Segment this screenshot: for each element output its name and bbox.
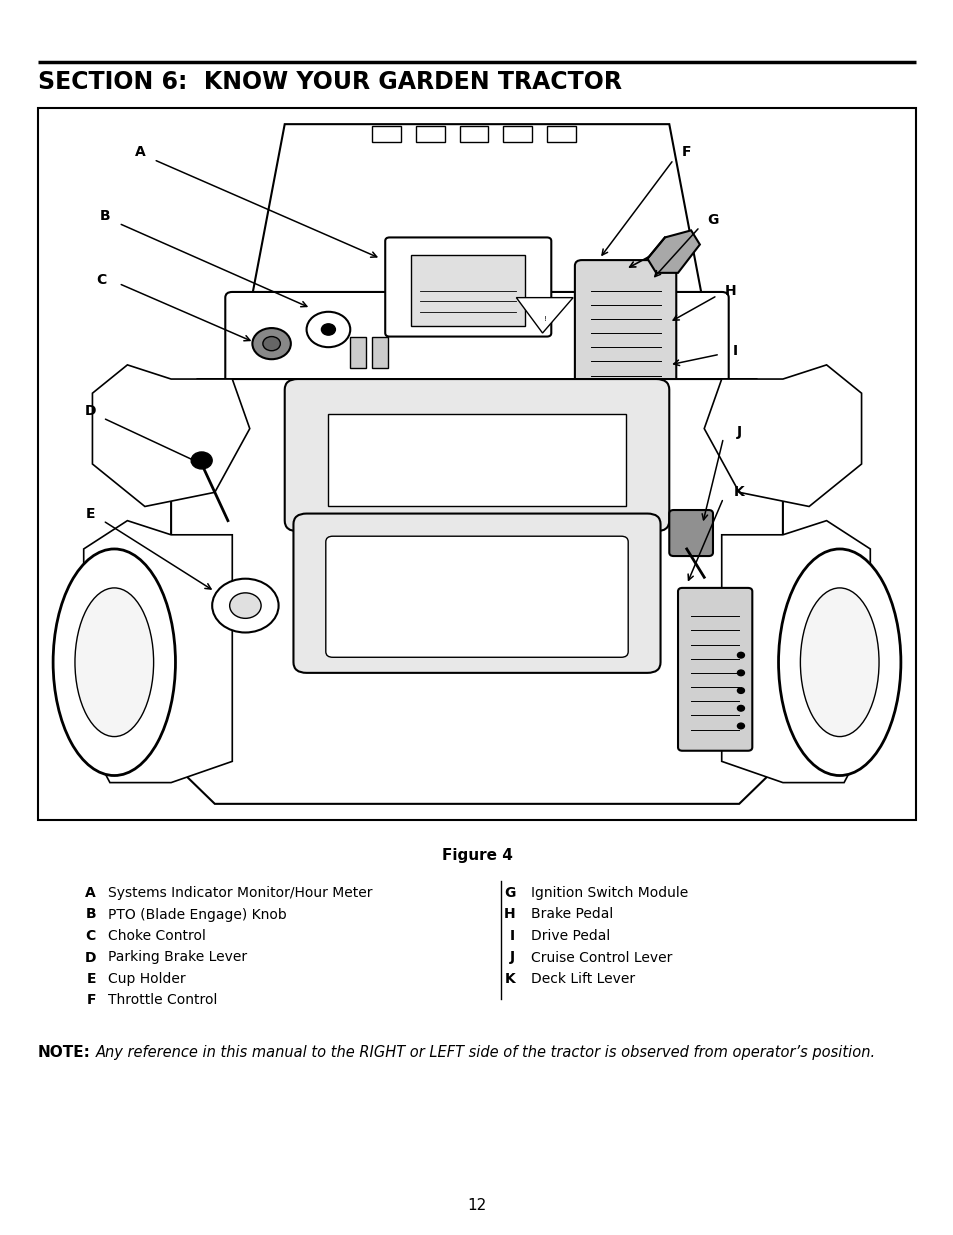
Text: E: E xyxy=(86,506,95,521)
Circle shape xyxy=(263,337,280,351)
Text: Figure 4: Figure 4 xyxy=(441,848,512,863)
Circle shape xyxy=(737,688,743,693)
FancyBboxPatch shape xyxy=(326,536,627,657)
Ellipse shape xyxy=(53,550,175,776)
Text: G: G xyxy=(503,885,515,900)
Polygon shape xyxy=(84,521,232,783)
Text: I: I xyxy=(510,929,515,944)
Text: I: I xyxy=(732,343,737,358)
Text: D: D xyxy=(85,951,96,965)
Polygon shape xyxy=(92,364,250,506)
Text: Systems Indicator Monitor/Hour Meter: Systems Indicator Monitor/Hour Meter xyxy=(108,885,372,900)
Text: Cup Holder: Cup Holder xyxy=(108,972,186,986)
FancyBboxPatch shape xyxy=(385,237,551,337)
Text: C: C xyxy=(96,273,106,287)
Text: E: E xyxy=(87,972,96,986)
FancyBboxPatch shape xyxy=(678,588,752,751)
Ellipse shape xyxy=(75,588,153,736)
Text: Cruise Control Lever: Cruise Control Lever xyxy=(531,951,672,965)
Text: A: A xyxy=(135,146,146,159)
Ellipse shape xyxy=(778,550,900,776)
Circle shape xyxy=(253,329,291,359)
Text: B: B xyxy=(100,209,111,224)
Text: Any reference in this manual to the RIGHT or LEFT side of the tractor is observe: Any reference in this manual to the RIGH… xyxy=(96,1045,875,1060)
Text: J: J xyxy=(510,951,515,965)
Circle shape xyxy=(737,652,743,658)
Bar xyxy=(372,126,400,142)
Text: 12: 12 xyxy=(467,1198,486,1213)
Text: D: D xyxy=(85,404,96,417)
Text: Choke Control: Choke Control xyxy=(108,929,206,944)
FancyBboxPatch shape xyxy=(575,261,676,399)
Circle shape xyxy=(737,671,743,676)
Bar xyxy=(411,256,524,326)
Circle shape xyxy=(737,705,743,711)
FancyBboxPatch shape xyxy=(669,510,712,556)
Text: J: J xyxy=(736,425,741,440)
Bar xyxy=(328,415,625,506)
Text: H: H xyxy=(503,908,515,921)
Bar xyxy=(372,337,388,368)
Text: K: K xyxy=(733,485,743,499)
Bar xyxy=(38,107,915,820)
Text: Brake Pedal: Brake Pedal xyxy=(531,908,613,921)
Text: Deck Lift Lever: Deck Lift Lever xyxy=(531,972,635,986)
Bar xyxy=(502,126,532,142)
Bar xyxy=(350,337,366,368)
Bar xyxy=(459,126,488,142)
Circle shape xyxy=(737,724,743,729)
Text: A: A xyxy=(85,885,96,900)
Text: H: H xyxy=(724,284,736,298)
FancyBboxPatch shape xyxy=(284,379,669,531)
Circle shape xyxy=(191,452,212,469)
Polygon shape xyxy=(647,231,700,273)
Text: Drive Pedal: Drive Pedal xyxy=(531,929,610,944)
FancyBboxPatch shape xyxy=(225,291,728,385)
Text: G: G xyxy=(706,212,718,227)
Polygon shape xyxy=(171,379,782,804)
Text: PTO (Blade Engage) Knob: PTO (Blade Engage) Knob xyxy=(108,908,287,921)
Text: F: F xyxy=(681,146,691,159)
Polygon shape xyxy=(516,298,573,333)
Polygon shape xyxy=(250,125,703,309)
Circle shape xyxy=(306,311,350,347)
FancyBboxPatch shape xyxy=(294,514,659,673)
Text: Steering Wheel not shown for clarity.: Steering Wheel not shown for clarity. xyxy=(501,789,720,802)
Text: NOTE:: NOTE: xyxy=(459,789,500,802)
Text: C: C xyxy=(86,929,96,944)
Bar xyxy=(416,126,444,142)
Text: NOTE:: NOTE: xyxy=(38,1045,91,1060)
Ellipse shape xyxy=(800,588,878,736)
Polygon shape xyxy=(703,364,861,506)
Text: SECTION 6:  KNOW YOUR GARDEN TRACTOR: SECTION 6: KNOW YOUR GARDEN TRACTOR xyxy=(38,70,621,94)
Text: F: F xyxy=(87,993,96,1008)
Text: !: ! xyxy=(543,316,546,322)
Text: B: B xyxy=(85,908,96,921)
Text: Throttle Control: Throttle Control xyxy=(108,993,217,1008)
Bar xyxy=(546,126,576,142)
Text: Parking Brake Lever: Parking Brake Lever xyxy=(108,951,247,965)
Circle shape xyxy=(212,579,278,632)
Circle shape xyxy=(321,324,335,335)
Circle shape xyxy=(230,593,261,619)
Polygon shape xyxy=(721,521,869,783)
Text: K: K xyxy=(504,972,515,986)
Text: Ignition Switch Module: Ignition Switch Module xyxy=(531,885,688,900)
